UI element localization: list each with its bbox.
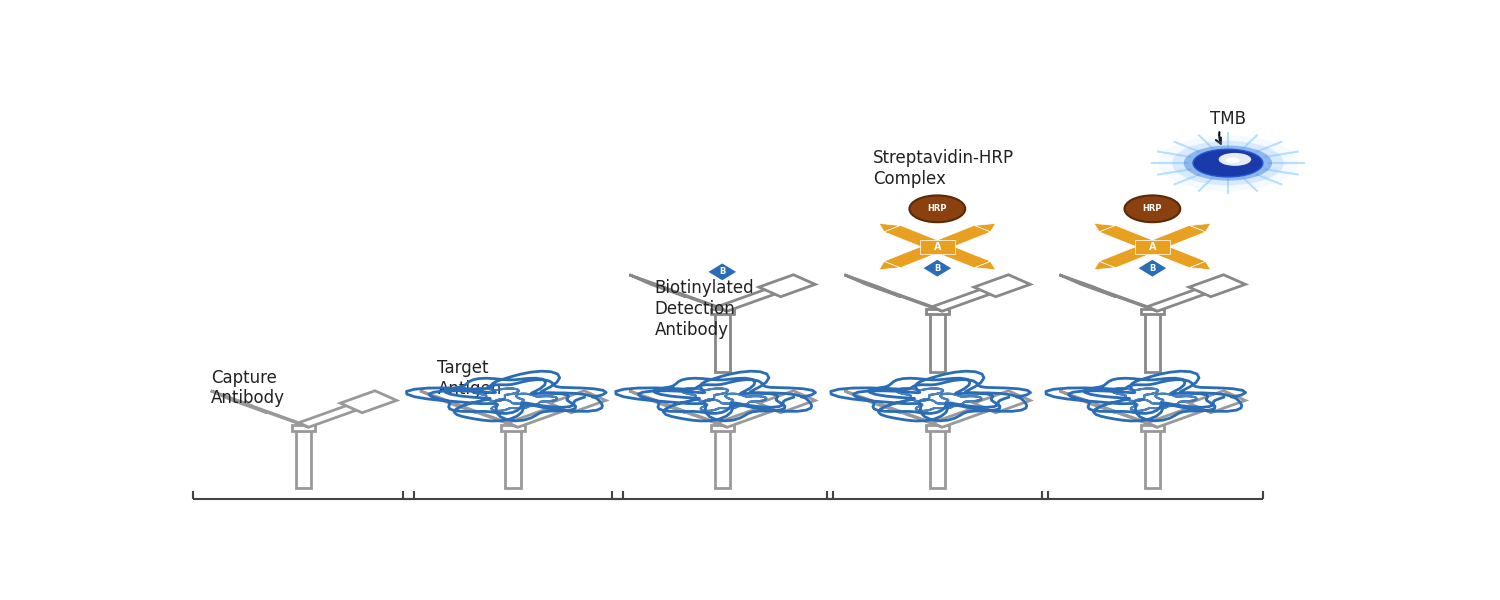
Polygon shape [340, 391, 396, 413]
Polygon shape [1100, 226, 1161, 250]
Polygon shape [759, 391, 814, 413]
Polygon shape [928, 244, 990, 268]
Polygon shape [844, 275, 900, 297]
Polygon shape [211, 391, 267, 413]
Polygon shape [974, 275, 1030, 297]
Bar [711, 309, 734, 314]
Text: Capture
Antibody: Capture Antibody [210, 368, 285, 407]
Bar [1140, 309, 1164, 314]
Bar [1144, 428, 1160, 488]
Polygon shape [509, 400, 584, 427]
Polygon shape [1083, 284, 1158, 311]
Polygon shape [867, 400, 942, 427]
Polygon shape [1137, 259, 1167, 277]
Polygon shape [630, 275, 686, 297]
Polygon shape [420, 391, 477, 413]
Polygon shape [1190, 223, 1210, 232]
Polygon shape [706, 263, 738, 281]
Ellipse shape [1125, 196, 1180, 222]
Bar [930, 428, 945, 488]
Text: HRP: HRP [1143, 205, 1162, 214]
Polygon shape [549, 391, 606, 413]
Text: B: B [718, 268, 726, 277]
Polygon shape [1059, 275, 1116, 297]
Circle shape [1192, 149, 1263, 177]
Polygon shape [1148, 284, 1222, 311]
Bar [926, 309, 950, 314]
Bar [501, 425, 525, 431]
Polygon shape [1094, 262, 1114, 270]
Text: TMB: TMB [1210, 110, 1246, 128]
Polygon shape [717, 284, 792, 311]
Polygon shape [630, 391, 686, 413]
Polygon shape [1148, 400, 1222, 427]
Bar [292, 425, 315, 431]
Polygon shape [652, 284, 728, 311]
Polygon shape [1190, 275, 1245, 297]
Bar [714, 428, 730, 488]
Polygon shape [975, 262, 996, 270]
Bar [506, 428, 520, 488]
Polygon shape [298, 400, 374, 427]
Polygon shape [879, 262, 900, 270]
Polygon shape [234, 400, 309, 427]
Polygon shape [1144, 226, 1206, 250]
Bar [920, 239, 954, 254]
Polygon shape [884, 244, 945, 268]
Polygon shape [1144, 244, 1206, 268]
Ellipse shape [909, 196, 964, 222]
Polygon shape [759, 275, 814, 297]
Circle shape [1226, 158, 1239, 163]
Bar [296, 428, 312, 488]
Bar [711, 425, 734, 431]
Text: Target
Antigen: Target Antigen [438, 359, 501, 398]
Polygon shape [1190, 391, 1245, 413]
Polygon shape [1100, 244, 1161, 268]
Circle shape [1158, 136, 1298, 191]
Polygon shape [922, 259, 952, 277]
Polygon shape [442, 400, 518, 427]
Polygon shape [1083, 400, 1158, 427]
Text: A: A [1149, 242, 1156, 251]
Polygon shape [1190, 262, 1210, 270]
Polygon shape [1094, 223, 1114, 232]
Polygon shape [867, 284, 942, 311]
Circle shape [1218, 153, 1251, 166]
Polygon shape [844, 391, 900, 413]
Text: B: B [1149, 263, 1155, 272]
Polygon shape [928, 226, 990, 250]
Circle shape [1184, 146, 1272, 181]
Polygon shape [974, 391, 1030, 413]
Polygon shape [933, 284, 1007, 311]
Bar [714, 311, 730, 372]
Polygon shape [933, 400, 1007, 427]
Polygon shape [717, 400, 792, 427]
Circle shape [1172, 141, 1284, 185]
Text: B: B [934, 263, 940, 272]
Text: Streptavidin-HRP
Complex: Streptavidin-HRP Complex [873, 149, 1014, 188]
Text: HRP: HRP [927, 205, 946, 214]
Bar [926, 425, 950, 431]
Polygon shape [975, 223, 996, 232]
Bar [1144, 311, 1160, 372]
Polygon shape [879, 223, 900, 232]
Bar [1140, 425, 1164, 431]
Polygon shape [1059, 391, 1116, 413]
Text: A: A [933, 242, 940, 251]
Bar [930, 311, 945, 372]
Bar [1136, 239, 1170, 254]
Text: Biotinylated
Detection
Antibody: Biotinylated Detection Antibody [656, 280, 754, 339]
Polygon shape [884, 226, 945, 250]
Polygon shape [652, 400, 728, 427]
